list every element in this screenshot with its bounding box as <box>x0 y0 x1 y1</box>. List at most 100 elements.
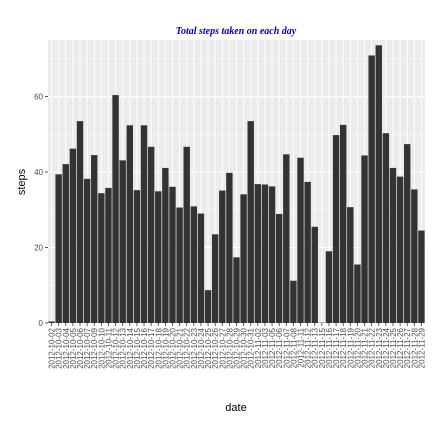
x-tick-label: 2012-11-07 <box>282 327 291 368</box>
bar-2012-10-30 <box>240 194 247 323</box>
bar-2012-11-07 <box>283 154 290 323</box>
bar-2012-11-11 <box>297 157 304 323</box>
bar-2012-10-22 <box>183 146 190 323</box>
x-tick-label: 2012-11-19 <box>346 327 355 368</box>
bar-2012-10-25 <box>204 290 212 323</box>
x-tick-label: 2012-10-07 <box>83 327 92 368</box>
bar-2012-11-22 <box>368 55 375 323</box>
bar-2012-10-23 <box>190 206 198 323</box>
x-tick-label: 2012-10-10 <box>97 327 106 368</box>
x-tick-label: 2012-11-08 <box>289 327 298 368</box>
x-tick-label: 2012-11-21 <box>361 327 370 368</box>
x-tick-label: 2012-10-14 <box>126 327 135 368</box>
x-tick-label: 2012-11-16 <box>325 327 334 368</box>
bar-2012-10-12 <box>112 95 119 323</box>
x-tick-label: 2012-10-25 <box>204 327 213 368</box>
bar-2012-11-16 <box>325 251 333 323</box>
bar-2012-10-24 <box>197 213 205 323</box>
bar-2012-10-11 <box>105 187 112 323</box>
x-tick-label: 2012-10-06 <box>76 327 85 368</box>
y-tick-label: 20 <box>34 244 43 253</box>
y-tick-label: 40 <box>34 168 43 177</box>
x-tick-label: 2012-10-18 <box>154 327 163 368</box>
bar-2012-10-10 <box>98 193 105 323</box>
bar-2012-11-19 <box>347 207 354 323</box>
x-tick-label: 2012-10-09 <box>90 327 99 368</box>
bar-2012-10-20 <box>169 186 176 323</box>
x-tick-label: 2012-10-15 <box>133 327 142 368</box>
bar-2012-11-24 <box>382 133 390 323</box>
bar-2012-10-29 <box>233 257 240 323</box>
bar-2012-10-13 <box>119 160 126 323</box>
y-tick-label: 0 <box>39 319 44 328</box>
x-tick-label: 2012-10-28 <box>225 327 234 368</box>
x-tick-label: 2012-10-12 <box>112 327 121 368</box>
bar-2012-10-21 <box>176 207 183 323</box>
x-tick-label: 2012-10-05 <box>69 327 78 368</box>
bar-2012-10-17 <box>147 146 155 323</box>
x-tick-label: 2012-10-11 <box>104 327 113 368</box>
x-tick-label: 2012-11-25 <box>389 327 398 368</box>
x-tick-label: 2012-10-30 <box>240 327 249 368</box>
x-tick-label: 2012-10-04 <box>62 327 71 368</box>
x-tick-label: 2012-10-17 <box>147 327 156 368</box>
bar-2012-11-21 <box>361 155 368 323</box>
x-tick-label: 2012-11-02 <box>254 327 263 368</box>
bar-2012-11-27 <box>404 144 411 323</box>
x-tick-label: 2012-11-27 <box>403 327 412 368</box>
x-tick-label: 2012-10-24 <box>197 327 206 368</box>
bar-2012-10-07 <box>83 178 91 323</box>
bar-2012-10-09 <box>91 155 98 323</box>
x-tick-label: 2012-10-27 <box>218 327 227 368</box>
x-tick-label: 2012-11-11 <box>297 327 306 367</box>
bar-2012-10-02 <box>48 321 55 323</box>
bar-2012-10-31 <box>247 121 254 323</box>
bar-2012-10-15 <box>133 190 141 323</box>
bar-2012-10-19 <box>162 167 169 323</box>
x-tick-label: 2012-11-28 <box>410 327 419 368</box>
bar-2012-11-23 <box>375 45 382 324</box>
bar-2012-11-25 <box>389 167 397 323</box>
x-tick-label: 2012-11-23 <box>375 327 384 368</box>
bar-2012-10-26 <box>211 234 219 323</box>
bar-2012-11-17 <box>332 135 340 323</box>
x-tick-label: 2012-11-22 <box>368 327 377 368</box>
bar-2012-10-27 <box>219 190 226 323</box>
x-tick-label: 2012-11-17 <box>332 327 341 368</box>
bar-2012-11-05 <box>268 186 276 323</box>
bar-2012-11-03 <box>261 184 269 323</box>
y-tick-label: 60 <box>34 93 43 102</box>
bars-layer <box>48 45 425 324</box>
x-tick-label: 2012-11-29 <box>417 327 426 368</box>
bar-2012-10-16 <box>140 125 148 323</box>
bar-2012-11-20 <box>354 264 361 323</box>
x-tick-label: 2012-10-03 <box>55 327 64 368</box>
bar-2012-11-06 <box>275 213 283 323</box>
x-tick-label: 2012-10-13 <box>119 327 128 368</box>
x-tick-label: 2012-10-23 <box>190 327 199 368</box>
x-tick-label: 2012-10-21 <box>176 327 185 368</box>
x-tick-label: 2012-11-12 <box>304 327 313 368</box>
bar-2012-10-03 <box>55 174 62 323</box>
x-tick-label: 2012-11-13 <box>311 327 320 368</box>
bar-2012-11-29 <box>418 230 425 323</box>
x-tick-label: 2012-10-19 <box>161 327 170 368</box>
bar-2012-11-28 <box>411 189 418 323</box>
x-tick-label: 2012-10-20 <box>168 327 177 368</box>
x-tick-label: 2012-11-26 <box>396 327 405 368</box>
y-axis-ticks: 0 20 40 60 <box>34 93 48 328</box>
x-tick-label: 2012-10-22 <box>183 327 192 368</box>
x-tick-label: 2012-10-31 <box>247 327 256 368</box>
bar-2012-11-26 <box>396 176 404 323</box>
x-tick-label: 2012-11-15 <box>318 327 327 368</box>
x-tick-label: 2012-11-03 <box>261 327 270 368</box>
bar-2012-11-08 <box>290 280 297 323</box>
bar-2012-11-13 <box>311 226 318 323</box>
x-axis-title: date <box>225 402 246 414</box>
bar-2012-11-12 <box>304 181 311 323</box>
y-axis-title: steps <box>16 168 28 195</box>
bar-2012-10-18 <box>155 191 162 323</box>
x-tick-label: 2012-11-06 <box>275 327 284 368</box>
bar-2012-11-02 <box>254 184 262 323</box>
